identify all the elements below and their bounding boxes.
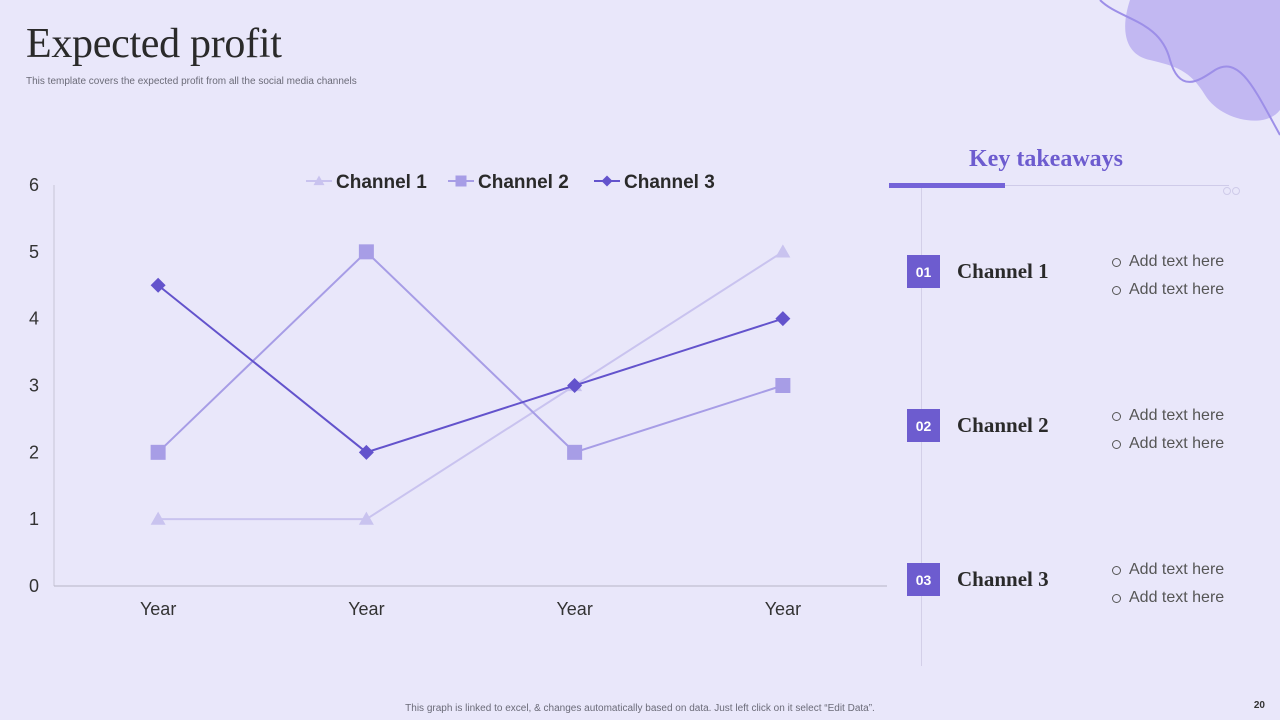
takeaway-channel-name: Channel 3 <box>957 567 1049 591</box>
triangle-marker <box>313 175 325 186</box>
series-layer <box>150 244 791 525</box>
circle-bullet-icon <box>1112 439 1121 449</box>
legend-item-3: Channel 3 <box>594 172 715 193</box>
key-takeaways-title: Key takeaways <box>969 146 1123 172</box>
bullet-item: Add text here <box>1112 584 1224 612</box>
takeaway-number-badge: 01 <box>907 255 940 288</box>
takeaway-channel-name: Channel 2 <box>957 413 1049 437</box>
y-tick-label: 2 <box>29 442 39 462</box>
square-marker <box>150 444 166 460</box>
y-axis: 0 1 2 3 4 5 6 <box>29 175 55 596</box>
diamond-marker <box>150 277 166 293</box>
square-marker <box>775 378 791 393</box>
page-number: 20 <box>1253 700 1265 711</box>
y-tick-label: 4 <box>29 309 39 329</box>
diamond-marker <box>358 444 374 460</box>
chart-legend: Channel 1 Channel 2 Channel 3 <box>306 172 715 193</box>
square-marker <box>358 244 374 260</box>
takeaway-channel-name: Channel 1 <box>957 259 1049 283</box>
x-axis: Year Year Year Year <box>54 585 887 619</box>
circle-bullet-icon <box>1112 411 1121 421</box>
series-line <box>158 250 784 521</box>
page-subtitle: This template covers the expected profit… <box>26 76 357 87</box>
takeaways-divider-accent <box>889 183 1005 188</box>
square-marker <box>567 444 583 460</box>
bullet-item: Add text here <box>1112 276 1224 304</box>
takeaway-bullets: Add text here Add text here <box>1112 556 1224 612</box>
x-tick-label: Year <box>765 599 801 619</box>
takeaway-bullets: Add text here Add text here <box>1112 402 1224 458</box>
series-line <box>157 284 784 454</box>
series-2 <box>150 244 791 460</box>
square-marker <box>455 175 467 187</box>
triangle-marker <box>150 511 166 525</box>
diamond-marker <box>567 378 583 393</box>
page-title: Expected profit <box>26 21 282 67</box>
series-1 <box>150 244 791 525</box>
bullet-item: Add text here <box>1112 402 1224 430</box>
y-tick-label: 1 <box>29 509 39 529</box>
footer-note: This graph is linked to excel, & changes… <box>405 703 875 714</box>
legend-item-1: Channel 1 <box>306 172 427 193</box>
takeaway-number-badge: 02 <box>907 409 940 442</box>
legend-label: Channel 2 <box>478 172 569 193</box>
legend-item-2: Channel 2 <box>448 172 569 193</box>
takeaways-divider <box>889 185 1229 186</box>
bullet-item: Add text here <box>1112 248 1224 276</box>
bullet-item: Add text here <box>1112 556 1224 584</box>
triangle-marker <box>775 244 791 258</box>
series-line <box>157 250 784 454</box>
y-tick-label: 3 <box>29 376 39 396</box>
circle-bullet-icon <box>1112 285 1121 295</box>
series-3 <box>150 277 791 460</box>
diamond-marker <box>775 311 791 327</box>
takeaway-number-badge: 03 <box>907 563 940 596</box>
triangle-marker <box>358 511 374 525</box>
decorative-dots <box>1223 182 1241 200</box>
decorative-blob <box>1099 0 1280 136</box>
bullet-item: Add text here <box>1112 430 1224 458</box>
y-tick-label: 0 <box>29 576 39 596</box>
legend-label: Channel 1 <box>336 172 427 193</box>
circle-bullet-icon <box>1112 565 1121 575</box>
circle-bullet-icon <box>1112 257 1121 267</box>
diamond-marker <box>601 175 613 187</box>
x-tick-label: Year <box>556 599 592 619</box>
circle-bullet-icon <box>1112 593 1121 603</box>
legend-label: Channel 3 <box>624 172 715 193</box>
x-tick-label: Year <box>140 599 176 619</box>
y-tick-label: 6 <box>29 175 39 195</box>
takeaway-bullets: Add text here Add text here <box>1112 248 1224 304</box>
y-tick-label: 5 <box>29 242 39 262</box>
x-tick-label: Year <box>348 599 384 619</box>
